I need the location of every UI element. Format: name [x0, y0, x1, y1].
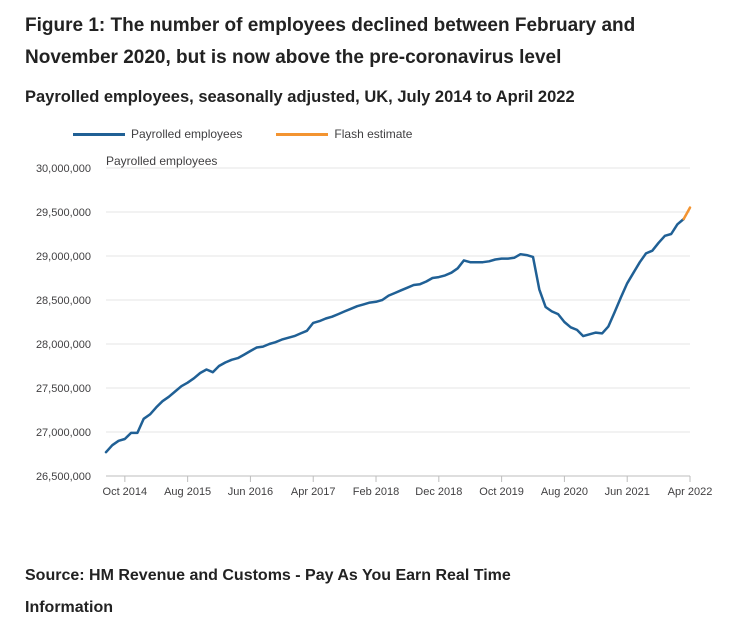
x-tick-label: Jun 2016 [228, 486, 273, 498]
legend-label-flash-estimate: Flash estimate [334, 127, 413, 141]
x-axis: Oct 2014 Aug 2015 Jun 2016 Apr 2017 Feb 2018… [103, 476, 713, 498]
y-axis-label: Payrolled employees [106, 154, 217, 168]
y-tick-label: 30,000,000 [36, 163, 91, 175]
x-tick-label: Apr 2017 [291, 486, 336, 498]
x-tick-label: Oct 2014 [103, 486, 148, 498]
y-tick-label: 26,500,000 [36, 471, 91, 483]
legend-item-payrolled-employees[interactable]: Payrolled employees [73, 127, 242, 141]
y-tick-label: 27,500,000 [36, 383, 91, 395]
x-tick-label: Dec 2018 [415, 486, 462, 498]
legend-item-flash-estimate[interactable]: Flash estimate [276, 127, 412, 141]
x-tick-label: Feb 2018 [353, 486, 399, 498]
x-tick-label: Jun 2021 [605, 486, 650, 498]
chart-subtitle: Payrolled employees, seasonally adjusted… [25, 88, 575, 106]
line-chart: 26,500,000 27,000,000 27,500,000 28,000,000… [36, 154, 713, 498]
chart-title: Figure 1: The number of employees declin… [25, 15, 636, 68]
series-line-payrolled-employees[interactable] [104, 217, 685, 454]
chart-series [104, 206, 692, 454]
y-tick-label: 27,000,000 [36, 427, 91, 439]
y-tick-label: 29,500,000 [36, 207, 91, 219]
legend-swatch-payrolled-employees [73, 132, 125, 136]
y-axis: 26,500,000 27,000,000 27,500,000 28,000,000… [36, 163, 91, 483]
chart-legend: Payrolled employees Flash estimate [73, 127, 446, 141]
chart-grid [106, 167, 690, 477]
chart-source: Source: HM Revenue and Customs - Pay As … [25, 567, 511, 616]
y-tick-label: 28,500,000 [36, 295, 91, 307]
x-tick-label: Oct 2019 [479, 486, 524, 498]
legend-label-payrolled-employees: Payrolled employees [131, 127, 243, 141]
x-tick-label: Aug 2020 [541, 486, 588, 498]
x-tick-label: Aug 2015 [164, 486, 211, 498]
x-tick-label: Apr 2022 [668, 486, 713, 498]
y-tick-label: 29,000,000 [36, 251, 91, 263]
series-line-flash-estimate[interactable] [682, 206, 692, 221]
y-tick-label: 28,000,000 [36, 339, 91, 351]
legend-swatch-flash-estimate [276, 132, 329, 136]
